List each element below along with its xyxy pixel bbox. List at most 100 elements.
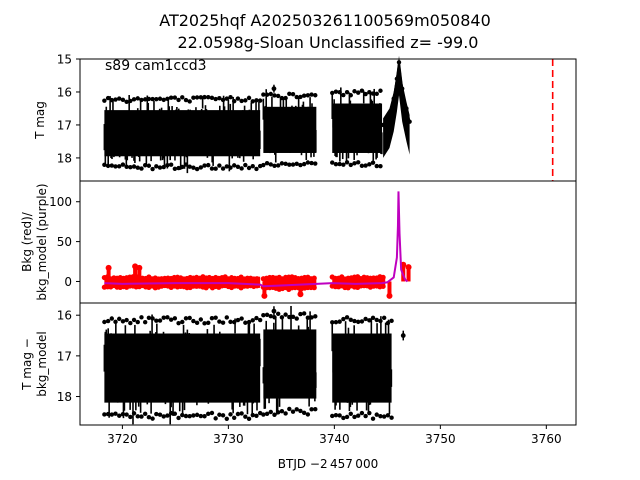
data-point bbox=[161, 414, 166, 419]
data-band bbox=[104, 110, 261, 157]
data-point bbox=[224, 164, 229, 169]
background-point bbox=[261, 292, 268, 299]
data-point bbox=[220, 97, 226, 103]
data-point bbox=[301, 410, 307, 416]
data-point bbox=[213, 416, 218, 421]
background-point bbox=[105, 264, 112, 271]
data-point bbox=[120, 411, 126, 417]
data-point bbox=[232, 163, 237, 168]
data-point bbox=[124, 317, 129, 323]
data-point bbox=[264, 160, 270, 166]
data-point bbox=[165, 163, 170, 168]
data-point bbox=[109, 163, 114, 168]
data-band bbox=[263, 106, 317, 153]
data-point bbox=[146, 415, 152, 420]
data-point bbox=[344, 315, 350, 320]
data-point bbox=[142, 411, 148, 417]
data-point bbox=[187, 164, 192, 169]
background-point bbox=[311, 285, 317, 291]
data-point bbox=[172, 411, 178, 416]
data-point bbox=[348, 93, 353, 98]
background-point bbox=[405, 264, 412, 271]
data-point bbox=[176, 320, 181, 326]
background-point bbox=[297, 291, 304, 298]
data-point bbox=[198, 95, 204, 100]
data-point bbox=[220, 320, 226, 325]
data-point bbox=[128, 98, 133, 104]
data-point bbox=[202, 414, 207, 419]
data-point bbox=[243, 414, 248, 419]
data-point bbox=[313, 93, 318, 98]
data-point bbox=[194, 95, 200, 100]
data-point bbox=[378, 163, 383, 169]
data-point bbox=[142, 319, 148, 325]
data-point bbox=[363, 163, 368, 168]
data-point bbox=[131, 97, 137, 102]
data-point bbox=[275, 93, 281, 99]
panel-top: 15 16 17 18 T mag bbox=[33, 53, 577, 182]
data-point bbox=[305, 93, 311, 98]
data-point bbox=[301, 161, 307, 167]
data-point bbox=[374, 317, 379, 323]
data-point bbox=[139, 166, 144, 171]
y-tick-label: 50 bbox=[57, 235, 72, 249]
data-point bbox=[213, 96, 218, 102]
data-point bbox=[124, 99, 129, 105]
data-point bbox=[243, 98, 248, 103]
data-point bbox=[333, 319, 339, 325]
data-point bbox=[272, 412, 277, 417]
data-point bbox=[113, 97, 118, 102]
data-point bbox=[348, 317, 353, 323]
background-point bbox=[254, 276, 260, 282]
data-point bbox=[113, 411, 118, 416]
data-point bbox=[344, 89, 350, 95]
data-point bbox=[279, 315, 285, 320]
data-point bbox=[191, 318, 196, 324]
data-point bbox=[157, 412, 163, 417]
x-tick-label: 3740 bbox=[319, 432, 350, 446]
data-point bbox=[139, 315, 144, 320]
data-point bbox=[124, 164, 129, 169]
data-point bbox=[367, 410, 372, 416]
data-point bbox=[298, 311, 303, 317]
data-point bbox=[235, 96, 241, 101]
data-point bbox=[209, 95, 215, 101]
y-tick-label: 16 bbox=[57, 85, 72, 99]
data-point bbox=[341, 415, 346, 421]
data-point bbox=[305, 412, 311, 417]
data-point bbox=[213, 166, 218, 171]
data-point bbox=[254, 315, 259, 321]
data-point bbox=[294, 316, 299, 321]
data-point bbox=[180, 164, 185, 170]
data-point bbox=[367, 162, 372, 167]
data-point bbox=[337, 89, 342, 95]
data-point bbox=[370, 160, 376, 165]
data-point bbox=[341, 316, 346, 322]
data-point bbox=[250, 412, 255, 418]
data-point bbox=[146, 163, 152, 168]
data-point bbox=[161, 164, 166, 170]
data-point bbox=[157, 96, 163, 101]
data-point bbox=[113, 319, 118, 325]
data-point bbox=[135, 414, 140, 419]
data-point bbox=[220, 413, 226, 418]
y-tick-label: 17 bbox=[57, 118, 72, 132]
data-point bbox=[261, 312, 266, 318]
outlier-point bbox=[271, 86, 277, 92]
data-point bbox=[246, 319, 252, 325]
data-point bbox=[187, 315, 192, 321]
data-point bbox=[168, 410, 174, 416]
data-point bbox=[131, 411, 137, 416]
data-point bbox=[287, 91, 292, 96]
data-point bbox=[209, 410, 215, 416]
data-point bbox=[305, 160, 311, 165]
data-point bbox=[183, 316, 189, 321]
data-point bbox=[168, 95, 174, 100]
background-band bbox=[332, 276, 386, 288]
data-point bbox=[290, 314, 296, 320]
y-tick-label: 16 bbox=[57, 309, 72, 323]
data-point bbox=[220, 166, 226, 171]
data-point bbox=[131, 164, 137, 169]
data-point bbox=[337, 413, 342, 418]
data-point bbox=[268, 409, 273, 415]
